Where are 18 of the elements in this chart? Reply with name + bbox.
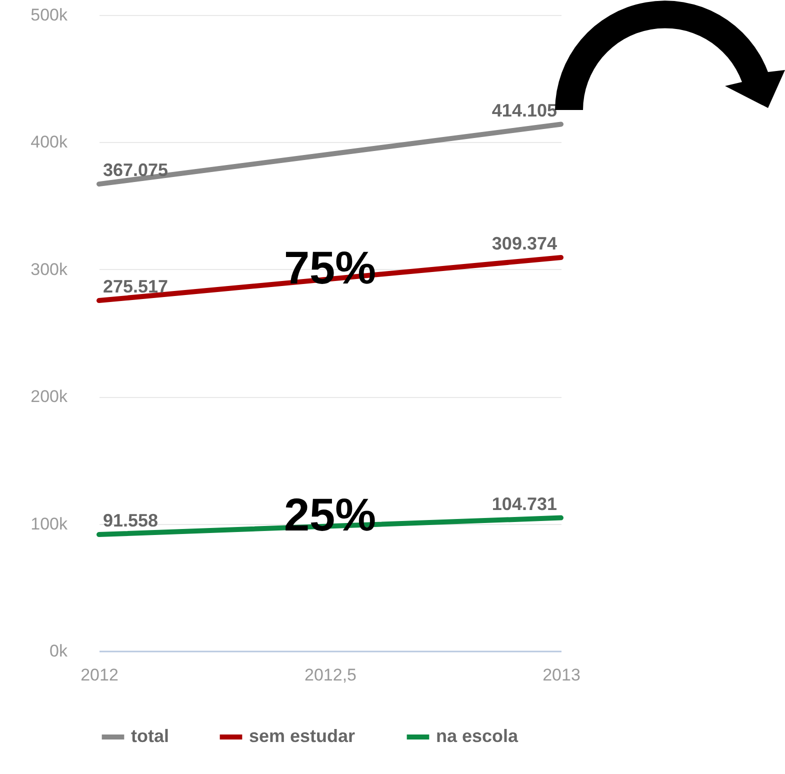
legend-label: total xyxy=(131,726,169,746)
data-label: 309.374 xyxy=(492,233,557,254)
data-label: 367.075 xyxy=(103,160,168,180)
x-tick-label: 2013 xyxy=(542,666,580,684)
y-tick-label: 100k xyxy=(30,514,68,534)
x-tick-label: 2012,5 xyxy=(304,666,356,684)
y-tick-label: 500k xyxy=(30,6,68,24)
y-tick-label: 300k xyxy=(30,260,68,279)
data-label: 104.731 xyxy=(492,494,557,514)
data-label: 275.517 xyxy=(103,276,168,297)
legend-label: na escola xyxy=(436,726,520,746)
data-label: 91.558 xyxy=(103,510,158,531)
y-tick-label: 0k xyxy=(50,642,68,660)
y-tick-label: 200k xyxy=(30,387,68,406)
legend-label: sem estudar xyxy=(249,726,356,746)
data-label: 414.105 xyxy=(492,100,557,120)
y-tick-label: 400k xyxy=(30,132,68,152)
x-tick-label: 2012 xyxy=(80,666,118,684)
